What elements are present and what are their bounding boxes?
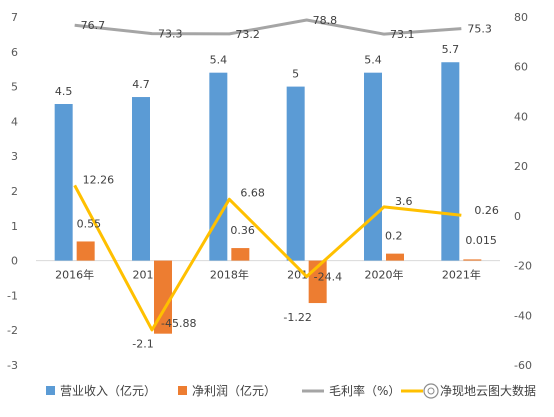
y-left-tick-label: 4 [11, 115, 18, 128]
gross-margin-label: 78.8 [313, 14, 338, 27]
legend-swatch-net-profit [178, 386, 187, 395]
legend-swatch-revenue [46, 386, 55, 395]
legend-label-net-profit: 净利润（亿元） [192, 383, 276, 398]
x-tick-label: 2016年 [55, 268, 94, 282]
yellow-line-label: -24.4 [314, 271, 342, 284]
legend-label-gross-margin: 毛利率（%） [329, 383, 400, 398]
y-right-tick-label: 60 [514, 61, 528, 74]
chart-lines [73, 18, 462, 332]
y-left-tick-label: 7 [11, 11, 18, 24]
watermark-icon-inner [427, 387, 435, 395]
y-left-tick-label: -1 [7, 289, 18, 302]
y-right-tick-label: -60 [514, 359, 532, 372]
gross-margin-label: 75.3 [467, 23, 492, 36]
yellow-line-label: 3.6 [395, 195, 413, 208]
x-tick-label: 2020年 [365, 268, 404, 282]
net-profit-bar-label: 0.36 [230, 224, 255, 237]
revenue-bar [441, 62, 460, 261]
y-left-tick-label: 1 [11, 220, 18, 233]
revenue-bar [209, 72, 228, 261]
legend-label-revenue: 营业收入（亿元） [60, 383, 156, 398]
y-right-tick-label: 0 [514, 210, 521, 223]
revenue-bar [364, 72, 382, 261]
y-left-tick-label: -3 [7, 359, 18, 372]
watermark-text: 净现地云图大数据 [440, 383, 536, 398]
net-profit-bar [76, 241, 95, 261]
y-left-tick-label: -2 [7, 324, 18, 337]
y-left-tick-label: 3 [11, 150, 18, 163]
yellow-line-label: -45.88 [161, 317, 196, 330]
net-profit-bar-label: 0.55 [77, 217, 102, 230]
x-tick-label: 2018年 [210, 268, 249, 282]
y-right-tick-label: 20 [514, 160, 528, 173]
revenue-bar-label: 4.7 [132, 78, 150, 91]
gross-margin-label: 73.2 [235, 28, 259, 41]
net-profit-bar [154, 260, 172, 334]
revenue-bar [132, 97, 150, 261]
net-profit-bar-label: -1.22 [283, 311, 311, 324]
net-profit-bar-label: -2.1 [132, 338, 153, 351]
y-left-tick-label: 6 [11, 46, 18, 59]
gross-margin-label: 76.7 [81, 19, 106, 32]
chart-data-labels: 4.5 4.7 5.4 5 5.4 5.7 0.55 -2.1 0.36 -1.22 0.2 0.01… [55, 14, 499, 351]
net-profit-bar [463, 259, 482, 261]
gross-margin-label: 73.1 [390, 28, 415, 41]
watermark-icon [423, 383, 439, 399]
y-right-tick-label: -20 [514, 260, 532, 273]
revenue-bar-label: 5.4 [364, 54, 382, 67]
net-profit-bar-label: 0.2 [385, 230, 403, 243]
y-right-tick-label: -40 [514, 309, 532, 322]
y-left-tick-label: 2 [11, 185, 18, 198]
y-right-tick-label: 40 [514, 110, 528, 123]
net-profit-bar [386, 253, 404, 261]
yellow-line-label: 12.26 [83, 173, 115, 186]
net-profit-bar-label: 0.015 [465, 234, 497, 247]
y-right-tick-label: 80 [514, 11, 528, 24]
revenue-bar-label: 5.4 [210, 54, 228, 67]
gross-margin-line [74, 18, 462, 36]
y-left-tick-label: 5 [11, 81, 18, 94]
yellow-line [73, 184, 462, 332]
revenue-bar-label: 5.7 [442, 43, 460, 56]
yellow-line-label: 6.68 [240, 186, 264, 199]
x-tick-label: 2021年 [442, 268, 481, 282]
revenue-bar-label: 5 [292, 68, 299, 81]
chart-legend: 营业收入（亿元） 净利润（亿元） 毛利率（%） [46, 383, 423, 398]
revenue-bar-label: 4.5 [55, 85, 73, 98]
revenue-bar [54, 104, 73, 261]
gross-margin-label: 73.3 [158, 28, 183, 41]
y-left-tick-label: 0 [11, 255, 18, 268]
revenue-bar [286, 86, 305, 261]
watermark: 净现地云图大数据 [423, 383, 536, 399]
yellow-line-label: 0.26 [474, 204, 499, 217]
net-profit-bar [231, 248, 250, 261]
chart-bars [54, 62, 482, 334]
